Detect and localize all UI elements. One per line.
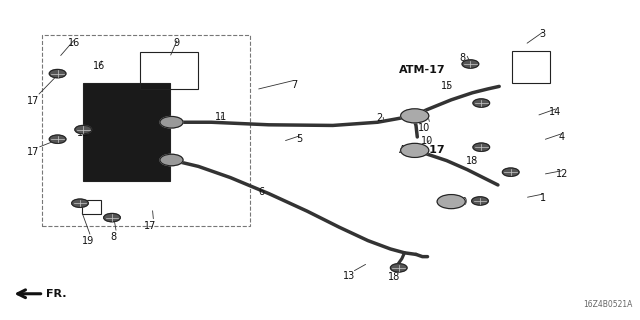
Bar xyxy=(512,51,550,83)
Text: 16Z4B0521A: 16Z4B0521A xyxy=(583,300,632,309)
Text: ATM-17: ATM-17 xyxy=(399,145,445,156)
Text: 10: 10 xyxy=(456,197,468,207)
Circle shape xyxy=(502,168,519,176)
Text: 2: 2 xyxy=(376,113,382,124)
Text: 4: 4 xyxy=(559,132,565,142)
Circle shape xyxy=(437,195,465,209)
Bar xyxy=(82,200,101,214)
Text: 7: 7 xyxy=(291,80,298,90)
Text: 1: 1 xyxy=(540,193,546,203)
Circle shape xyxy=(472,197,488,205)
Text: 18: 18 xyxy=(466,156,479,166)
Circle shape xyxy=(72,199,88,207)
Circle shape xyxy=(462,60,479,68)
Text: 13: 13 xyxy=(342,271,355,281)
Text: 17: 17 xyxy=(27,147,40,157)
Circle shape xyxy=(473,99,490,107)
Text: 19: 19 xyxy=(82,236,95,246)
Text: 10: 10 xyxy=(418,123,431,133)
Text: 18: 18 xyxy=(387,272,400,283)
Text: FR.: FR. xyxy=(46,289,67,299)
Text: 3: 3 xyxy=(540,28,546,39)
Circle shape xyxy=(390,264,407,272)
Circle shape xyxy=(401,109,429,123)
Text: ATM-17: ATM-17 xyxy=(399,65,445,76)
Text: 10: 10 xyxy=(421,136,434,147)
Circle shape xyxy=(49,135,66,143)
Text: 9: 9 xyxy=(173,38,179,48)
Text: 17: 17 xyxy=(27,96,40,106)
Circle shape xyxy=(75,125,92,134)
Bar xyxy=(83,83,170,181)
Circle shape xyxy=(49,69,66,78)
Circle shape xyxy=(160,154,183,166)
Text: 8: 8 xyxy=(111,232,117,242)
Bar xyxy=(140,52,198,89)
Text: 11: 11 xyxy=(77,128,90,138)
Text: 11: 11 xyxy=(214,112,227,122)
Text: 16: 16 xyxy=(67,38,80,48)
Bar xyxy=(42,35,250,226)
Text: 5: 5 xyxy=(296,134,303,144)
Text: 6: 6 xyxy=(258,187,264,197)
Circle shape xyxy=(473,143,490,151)
Text: 15: 15 xyxy=(440,81,453,92)
Text: 8: 8 xyxy=(459,52,465,63)
Text: 17: 17 xyxy=(144,220,157,231)
Circle shape xyxy=(160,116,183,128)
Text: 14: 14 xyxy=(549,107,562,117)
Text: 12: 12 xyxy=(556,169,568,180)
Text: 16: 16 xyxy=(93,60,106,71)
Circle shape xyxy=(104,213,120,222)
Circle shape xyxy=(401,143,429,157)
